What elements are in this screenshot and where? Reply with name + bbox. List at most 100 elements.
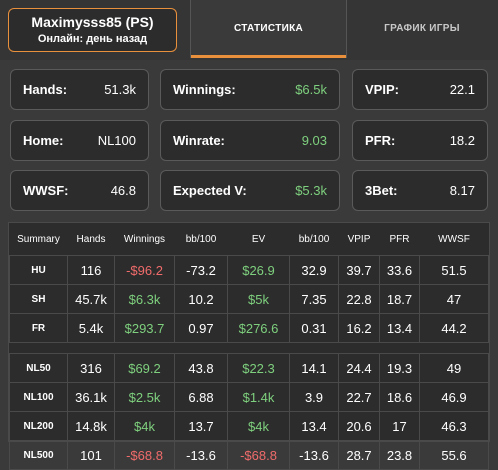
cell-hands: 45.7k xyxy=(67,284,115,314)
cell-pfr: 13.4 xyxy=(379,313,420,343)
table-row: SH 45.7k $6.3k 10.2 $5k 7.35 22.8 18.7 4… xyxy=(9,284,489,314)
col-vpip: VPIP xyxy=(347,233,371,245)
col-winnings: Winnings xyxy=(123,233,166,245)
stat-pfr-value: 18.2 xyxy=(449,133,475,148)
row-label: HU xyxy=(9,255,68,285)
cell-wwsf: 55.6 xyxy=(419,440,489,470)
stat-winnings-label: Winnings: xyxy=(173,82,236,97)
cell-ev-bb100: 7.35 xyxy=(289,284,339,314)
cell-winnings: $69.2 xyxy=(114,353,175,383)
cell-vpip: 20.6 xyxy=(338,411,380,441)
stat-expected-value-value: $5.3k xyxy=(295,183,327,198)
col-ev: EV xyxy=(251,233,266,245)
cell-pfr: 23.8 xyxy=(379,440,420,470)
cell-bb100: 6.88 xyxy=(174,382,228,412)
stat-pfr-label: PFR: xyxy=(365,133,396,148)
stat-wwsf-label: WWSF: xyxy=(23,183,69,198)
table-row: FR 5.4k $293.7 0.97 $276.6 0.31 16.2 13.… xyxy=(9,313,489,343)
cell-wwsf: 49 xyxy=(419,353,489,383)
stat-expected-value-label: Expected V: xyxy=(173,183,247,198)
stat-3bet-value: 8.17 xyxy=(449,183,475,198)
stat-hands: Hands: 51.3k xyxy=(10,69,149,110)
stat-3bet-label: 3Bet: xyxy=(365,183,398,198)
stat-winrate: Winrate: 9.03 xyxy=(160,120,340,161)
tab-game-graph[interactable]: ГРАФИК ИГРЫ xyxy=(384,23,460,34)
stat-vpip: VPIP: 22.1 xyxy=(352,69,488,110)
cell-winnings: $4k xyxy=(114,411,175,441)
row-label: NL200 xyxy=(9,411,68,441)
cell-ev: $22.3 xyxy=(227,353,290,383)
cell-winnings: -$96.2 xyxy=(114,255,175,285)
cell-ev-bb100: 13.4 xyxy=(289,411,339,441)
cell-bb100: 10.2 xyxy=(174,284,228,314)
stat-expected-value: Expected V: $5.3k xyxy=(160,170,340,211)
stat-vpip-value: 22.1 xyxy=(449,82,475,97)
cell-vpip: 22.7 xyxy=(338,382,380,412)
cell-bb100: -73.2 xyxy=(174,255,228,285)
stat-winnings-value: $6.5k xyxy=(295,82,327,97)
table-row: NL200 14.8k $4k 13.7 $4k 13.4 20.6 17 46… xyxy=(9,411,489,441)
cell-vpip: 16.2 xyxy=(338,313,380,343)
stat-hands-label: Hands: xyxy=(23,82,68,97)
row-label: SH xyxy=(9,284,68,314)
cell-ev: $5k xyxy=(227,284,290,314)
cell-vpip: 28.7 xyxy=(338,440,380,470)
table-header-row: Summary Hands Winnings bb/100 EV bb/100 … xyxy=(10,223,489,256)
stat-home: Home: NL100 xyxy=(10,120,149,161)
col-bb100: bb/100 xyxy=(185,233,217,245)
stat-home-value: NL100 xyxy=(97,133,136,148)
player-name: Maximysss85 (PS) xyxy=(31,14,154,30)
stat-home-label: Home: xyxy=(23,133,64,148)
cell-bb100: 43.8 xyxy=(174,353,228,383)
stat-pfr: PFR: 18.2 xyxy=(352,120,488,161)
cell-hands: 14.8k xyxy=(67,411,115,441)
cell-bb100: 13.7 xyxy=(174,411,228,441)
stat-hands-value: 51.3k xyxy=(104,82,136,97)
cell-ev-bb100: 0.31 xyxy=(289,313,339,343)
cell-hands: 5.4k xyxy=(67,313,115,343)
row-label: NL100 xyxy=(9,382,68,412)
row-label: FR xyxy=(9,313,68,343)
tab-statistics[interactable]: СТАТИСТИКА xyxy=(190,0,347,58)
player-status: Онлайн: день назад xyxy=(37,33,148,45)
cell-pfr: 18.6 xyxy=(379,382,420,412)
cell-winnings: $2.5k xyxy=(114,382,175,412)
cell-vpip: 24.4 xyxy=(338,353,380,383)
cell-wwsf: 51.5 xyxy=(419,255,489,285)
cell-hands: 36.1k xyxy=(67,382,115,412)
cell-winnings: $6.3k xyxy=(114,284,175,314)
group-divider xyxy=(9,342,489,354)
cell-winnings: -$68.8 xyxy=(114,440,175,470)
cell-ev-bb100: -13.6 xyxy=(289,440,339,470)
cell-vpip: 22.8 xyxy=(338,284,380,314)
cell-bb100: -13.6 xyxy=(174,440,228,470)
cell-pfr: 19.3 xyxy=(379,353,420,383)
cell-ev: $276.6 xyxy=(227,313,290,343)
cell-ev-bb100: 3.9 xyxy=(289,382,339,412)
cell-pfr: 17 xyxy=(379,411,420,441)
table-row: NL500 101 -$68.8 -13.6 -$68.8 -13.6 28.7… xyxy=(9,440,489,470)
cell-hands: 116 xyxy=(67,255,115,285)
row-label: NL500 xyxy=(9,440,68,470)
stat-wwsf-value: 46.8 xyxy=(110,183,136,198)
player-card[interactable]: Maximysss85 (PS) Онлайн: день назад xyxy=(8,8,177,52)
top-bar: Maximysss85 (PS) Онлайн: день назад СТАТ… xyxy=(0,0,498,60)
cell-hands: 316 xyxy=(67,353,115,383)
cell-wwsf: 46.9 xyxy=(419,382,489,412)
cell-bb100: 0.97 xyxy=(174,313,228,343)
cell-ev: $4k xyxy=(227,411,290,441)
row-label: NL50 xyxy=(9,353,68,383)
stat-winrate-label: Winrate: xyxy=(173,133,225,148)
col-hands: Hands xyxy=(76,233,106,245)
stat-wwsf: WWSF: 46.8 xyxy=(10,170,149,211)
col-ev-bb100: bb/100 xyxy=(298,233,330,245)
cell-ev: -$68.8 xyxy=(227,440,290,470)
cell-wwsf: 47 xyxy=(419,284,489,314)
cell-ev: $1.4k xyxy=(227,382,290,412)
cell-pfr: 18.7 xyxy=(379,284,420,314)
stat-winnings: Winnings: $6.5k xyxy=(160,69,340,110)
table-row: NL100 36.1k $2.5k 6.88 $1.4k 3.9 22.7 18… xyxy=(9,382,489,412)
cell-wwsf: 46.3 xyxy=(419,411,489,441)
col-pfr: PFR xyxy=(389,233,410,245)
stat-winrate-value: 9.03 xyxy=(301,133,327,148)
